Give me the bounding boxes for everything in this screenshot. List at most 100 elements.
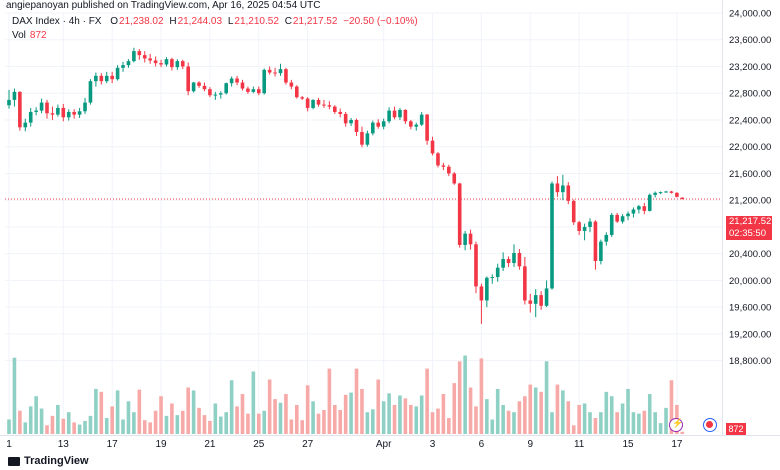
volume-bar [218,416,223,434]
y-tick-label: 18,800.00 [729,356,771,367]
candle-body [599,241,603,262]
volume-bar [647,394,652,434]
candle-body [39,102,44,111]
close-value: 21,217.52 [292,16,338,27]
candle-body [577,222,581,231]
volume-bar [284,394,288,434]
candle-body [7,99,11,106]
candle-body [506,259,511,264]
x-tick-label: 9 [527,439,533,450]
volume-bar [447,418,451,434]
volume-bar [153,410,158,434]
volume-bar [338,410,343,434]
volume-bar [316,413,321,434]
candle-body [360,131,364,145]
candle-body [34,110,38,112]
candle-body [18,91,22,128]
tradingview-logo-icon [8,456,20,466]
volume-bar [376,379,381,434]
candle-body [604,234,609,242]
candle-body [441,165,446,167]
volume-bar [631,412,636,434]
volume-bar [501,404,505,434]
volume-bar [555,384,560,434]
volume-bar [7,419,11,434]
candle-body [300,97,305,99]
footer-brand[interactable]: TradingView [24,455,89,467]
volume-bar [571,425,576,434]
volume-bar [164,415,169,434]
volume-bar [463,355,467,434]
volume-bar [653,412,657,434]
candle-body [436,153,440,166]
current-price-label: 21,217.52 [729,216,772,227]
candle-body [213,94,218,96]
x-tick-label: 21 [204,439,216,450]
volume-bar [88,415,93,434]
candle-body [392,110,397,118]
candle-body [349,119,353,124]
volume-bar [311,401,315,434]
candle-body [409,121,413,127]
volume-bar [18,410,22,434]
volume-bar [45,425,49,434]
candle-body [333,106,337,112]
volume-bar [658,423,663,434]
volume-bar [273,399,277,434]
volume-bar [104,418,109,434]
candle-body [148,58,152,61]
candle-body [501,259,505,268]
high-label: H [169,16,177,27]
volume-bar [544,361,549,434]
candle-body [539,295,543,306]
candle-body [588,221,592,227]
candle-body [246,88,250,92]
candle-body [180,61,185,67]
candle-body [197,82,201,86]
candle-body [544,288,549,306]
volume-bar [170,403,174,434]
candle-body [555,183,560,193]
candle-body [642,206,647,211]
candle-body [235,78,239,83]
candle-body [137,51,142,56]
volume-bar [626,388,630,434]
volume-bar [539,391,543,434]
candle-body [170,59,174,68]
candle-body [23,122,28,128]
flag-icon[interactable] [703,418,717,432]
candle-body [430,140,435,154]
volume-bar [159,396,163,434]
volume-bar [550,412,554,434]
x-tick-label: 3 [430,439,436,450]
candle-body [28,111,33,123]
x-tick-label: 11 [574,439,585,450]
volume-bar [414,406,419,434]
y-tick-label: 20,000.00 [729,276,771,287]
candle-body [523,266,527,301]
candle-body [327,105,332,107]
candle-body [208,89,212,96]
volume-bar [137,389,142,434]
candle-body [256,89,261,94]
volume-bar [392,404,397,434]
candle-body [267,69,272,73]
candle-body [153,60,158,64]
candle-body [609,214,614,235]
symbol-name[interactable]: DAX Index · 4h · FX [12,16,102,27]
volume-bar [34,396,38,434]
volume-bar [66,412,71,434]
volume-bar [409,404,413,434]
volume-bar [300,420,305,434]
bolt-icon[interactable] [669,418,683,432]
candle-body [457,183,462,245]
volume-bar [479,358,484,434]
volume-bar [39,408,44,434]
candle-body [343,113,348,124]
volume-bar [593,418,598,434]
volume-bar [333,404,337,434]
candle-body [99,75,104,82]
candle-body [262,69,267,94]
volume-bar [240,394,245,434]
